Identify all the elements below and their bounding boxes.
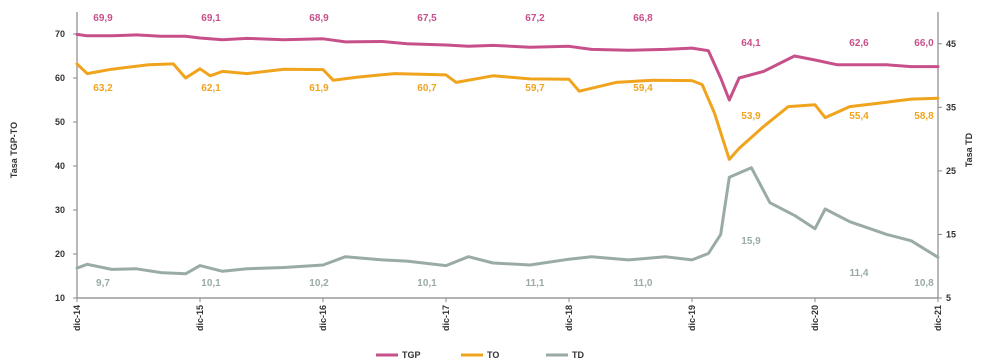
data-label-to: 58,8: [914, 111, 934, 122]
series-line-tgp: [75, 32, 940, 102]
x-tick-label: dic-16: [318, 305, 328, 331]
data-label-to: 62,1: [201, 83, 221, 94]
right-y-tick-label: 5: [946, 293, 951, 303]
x-tick-label: dic-19: [687, 305, 697, 331]
x-tick-label: dic-17: [441, 305, 451, 331]
data-label-td: 10,1: [417, 278, 437, 289]
chart-series-lines: [75, 32, 940, 276]
data-label-td: 15,9: [741, 236, 761, 247]
data-label-td: 11,1: [526, 278, 545, 289]
data-label-tgp: 62,6: [849, 38, 869, 49]
data-label-td: 10,2: [309, 278, 329, 289]
legend-label-to: TO: [487, 350, 499, 360]
data-label-td: 11,4: [850, 268, 869, 279]
right-y-tick-label: 25: [946, 166, 956, 176]
left-y-tick-label: 30: [55, 205, 65, 215]
x-tick-label: dic-18: [564, 305, 574, 331]
chart-data-labels: 69,9 69,1 68,9 67,5 67,2 66,8 64,1 62,6 66,0 63,2…: [93, 13, 934, 289]
data-label-tgp: 66,0: [914, 38, 934, 49]
data-label-to: 53,9: [741, 111, 761, 122]
data-label-td: 9,7: [96, 278, 110, 289]
data-label-tgp: 66,8: [633, 13, 653, 24]
right-y-tick-label: 45: [946, 39, 956, 49]
right-axis-title: Tasa TD: [964, 132, 974, 167]
left-y-tick-label: 40: [55, 161, 65, 171]
data-label-td: 10,8: [914, 278, 934, 289]
x-tick-label: dic-20: [810, 305, 820, 331]
data-label-tgp: 69,1: [201, 13, 221, 24]
data-label-to: 61,9: [309, 83, 329, 94]
left-y-tick-label: 20: [55, 249, 65, 259]
series-line-td: [75, 166, 940, 276]
data-label-tgp: 69,9: [93, 13, 113, 24]
chart-legend: TGP TO TD: [376, 350, 584, 360]
data-label-tgp: 68,9: [309, 13, 329, 24]
left-axis-title: Tasa TGP-TO: [9, 122, 19, 178]
left-y-tick-label: 60: [55, 73, 65, 83]
legend-label-td: TD: [572, 350, 584, 360]
x-tick-label: dic-14: [72, 305, 82, 331]
left-y-tick-label: 50: [55, 117, 65, 127]
chart-axes: 10 20 30 40 50 60 70 5 15 25 35 45 dic-14 dic-15 dic-1…: [55, 12, 956, 331]
data-label-tgp: 64,1: [741, 38, 761, 49]
series-line-to: [75, 62, 940, 161]
x-tick-label: dic-21: [933, 305, 943, 331]
data-label-td: 11,0: [634, 278, 653, 289]
right-y-tick-label: 35: [946, 102, 956, 112]
data-label-to: 60,7: [417, 83, 437, 94]
x-tick-label: dic-15: [195, 305, 205, 331]
data-label-to: 59,7: [525, 83, 545, 94]
data-label-tgp: 67,2: [525, 13, 545, 24]
right-y-tick-label: 15: [946, 229, 956, 239]
data-label-tgp: 67,5: [417, 13, 437, 24]
data-label-to: 63,2: [93, 83, 113, 94]
data-label-to: 55,4: [849, 111, 869, 122]
left-y-tick-label: 10: [55, 293, 65, 303]
data-label-td: 10,1: [201, 278, 221, 289]
legend-label-tgp: TGP: [402, 350, 421, 360]
data-label-to: 59,4: [633, 83, 653, 94]
left-y-tick-label: 70: [55, 29, 65, 39]
